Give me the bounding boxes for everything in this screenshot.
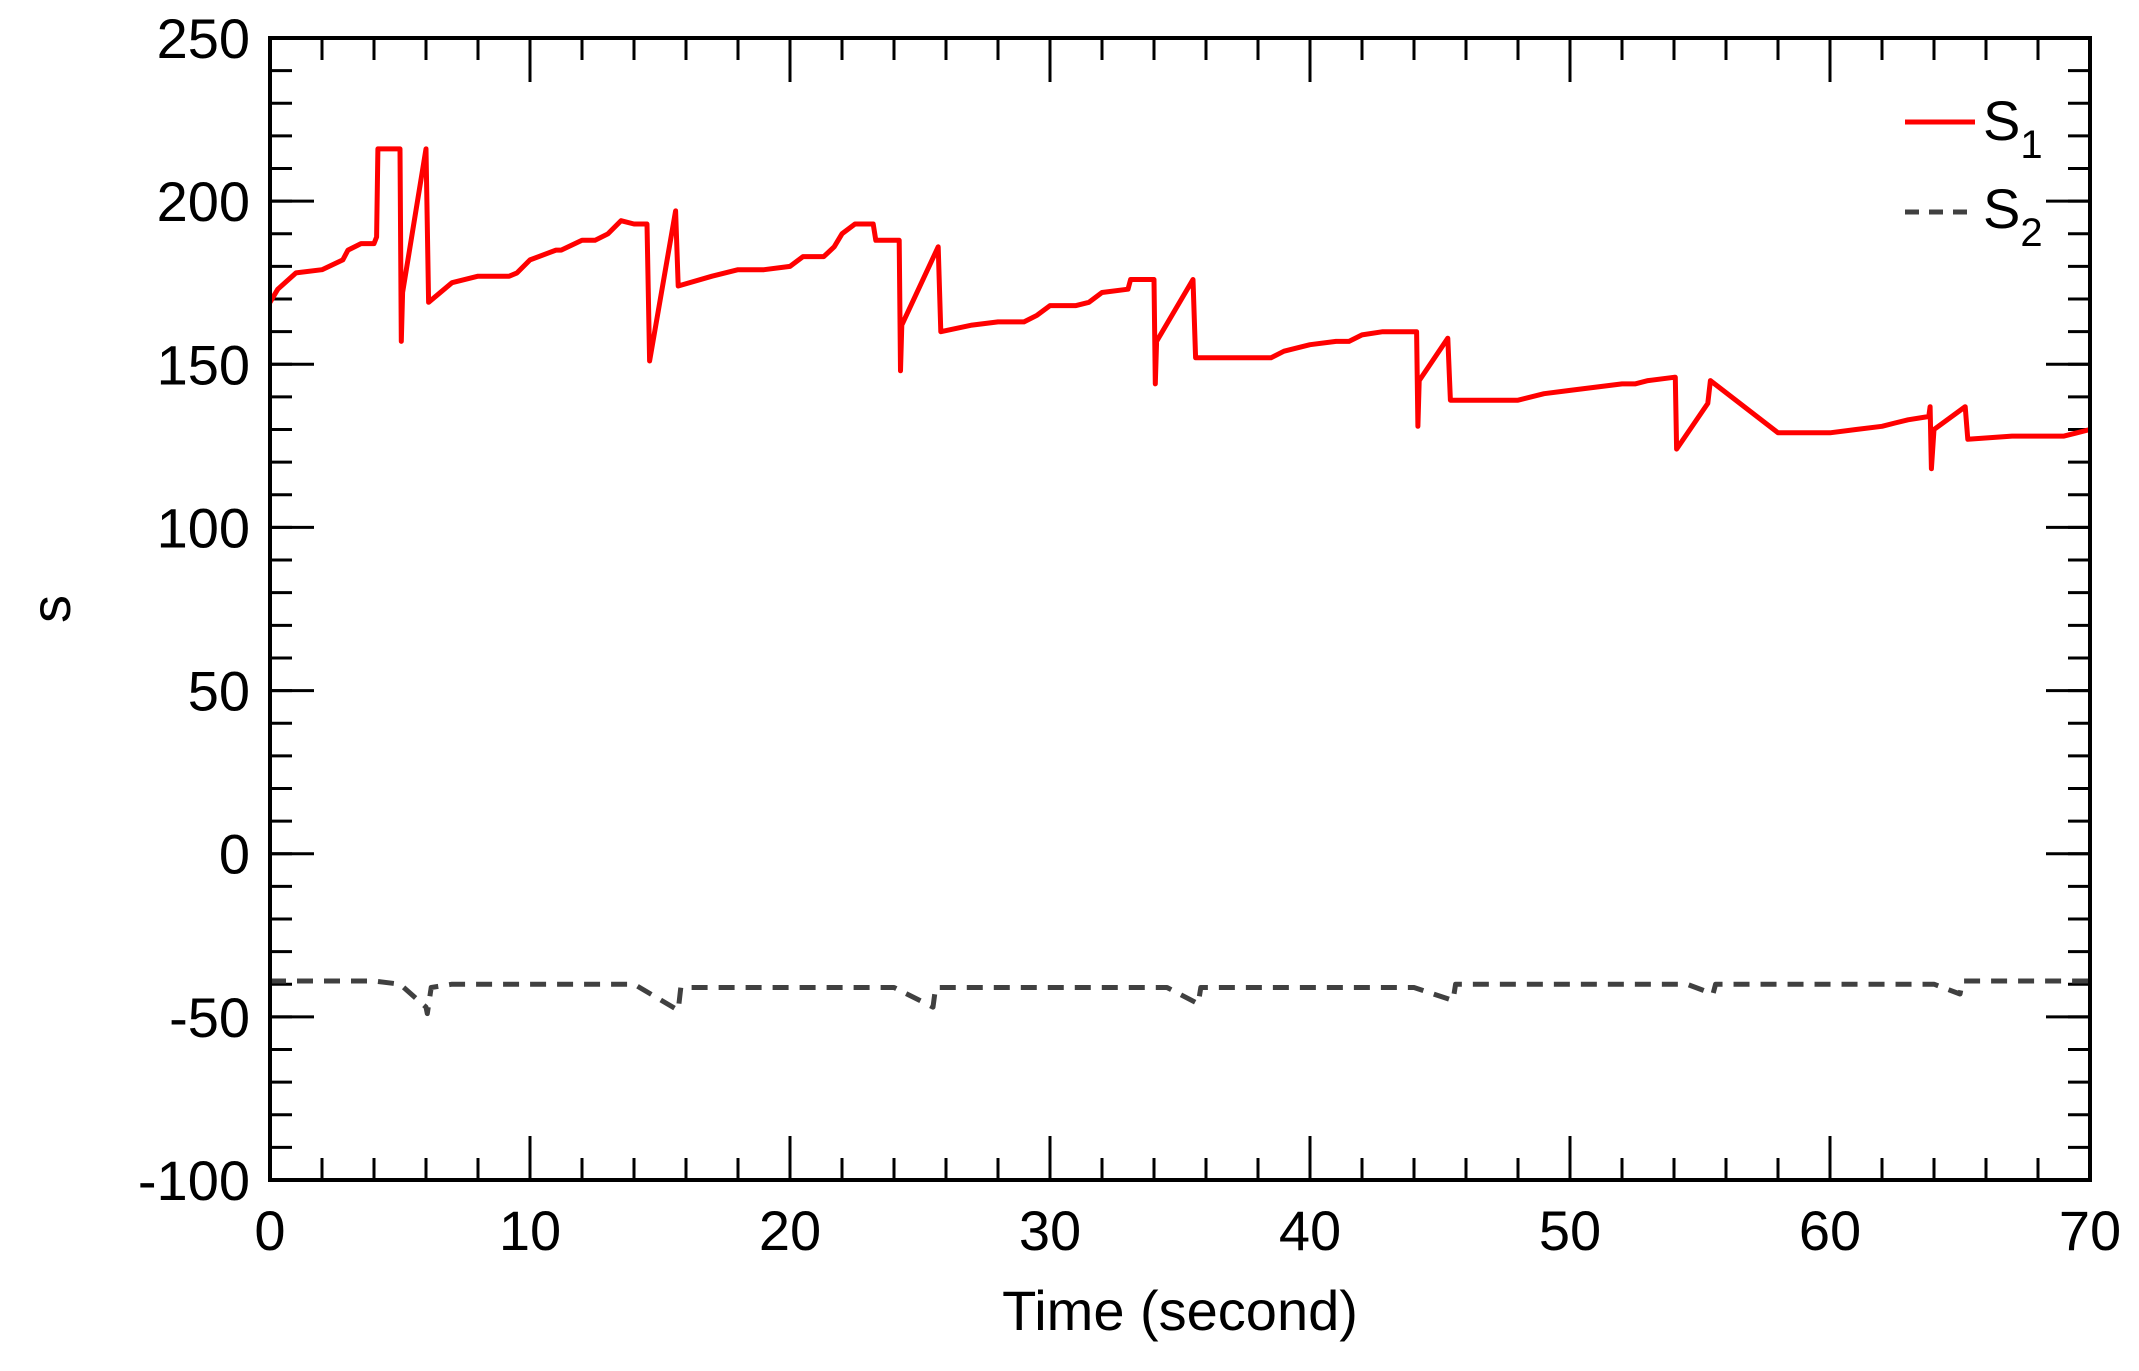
y-tick-label: 250 bbox=[157, 7, 250, 70]
y-tick-label: 100 bbox=[157, 496, 250, 559]
y-tick-label: 150 bbox=[157, 333, 250, 396]
series-line-s1 bbox=[267, 146, 2091, 472]
y-tick-labels: -100 -50 0 50 100 150 200 250 bbox=[138, 7, 250, 1212]
legend: S1 S2 bbox=[1905, 89, 2043, 255]
y-tick-label: 50 bbox=[188, 660, 250, 723]
x-tick-label: 70 bbox=[2059, 1199, 2121, 1262]
x-axis-label: Time (second) bbox=[1002, 1279, 1358, 1342]
legend-label-s2: S2 bbox=[1983, 177, 2043, 255]
series-layer bbox=[267, 146, 2091, 1017]
x-tick-label: 20 bbox=[759, 1199, 821, 1262]
x-tick-label: 10 bbox=[499, 1199, 561, 1262]
major-ticks bbox=[268, 36, 2092, 1182]
x-tick-label: 40 bbox=[1279, 1199, 1341, 1262]
legend-label-s1: S1 bbox=[1983, 89, 2043, 167]
x-tick-label: 50 bbox=[1539, 1199, 1601, 1262]
y-axis-label: s bbox=[19, 595, 82, 623]
y-tick-label: 200 bbox=[157, 170, 250, 233]
minor-ticks bbox=[268, 36, 2092, 1182]
x-tick-label: 0 bbox=[254, 1199, 285, 1262]
x-tick-label: 60 bbox=[1799, 1199, 1861, 1262]
x-tick-labels: 0 10 20 30 40 50 60 70 bbox=[254, 1199, 2121, 1262]
series-line-s2 bbox=[270, 978, 2090, 1017]
plot-area-frame bbox=[268, 36, 2092, 1182]
x-tick-label: 30 bbox=[1019, 1199, 1081, 1262]
y-tick-label: 0 bbox=[219, 823, 250, 886]
y-tick-label: -50 bbox=[169, 986, 250, 1049]
y-tick-label: -100 bbox=[138, 1149, 250, 1212]
